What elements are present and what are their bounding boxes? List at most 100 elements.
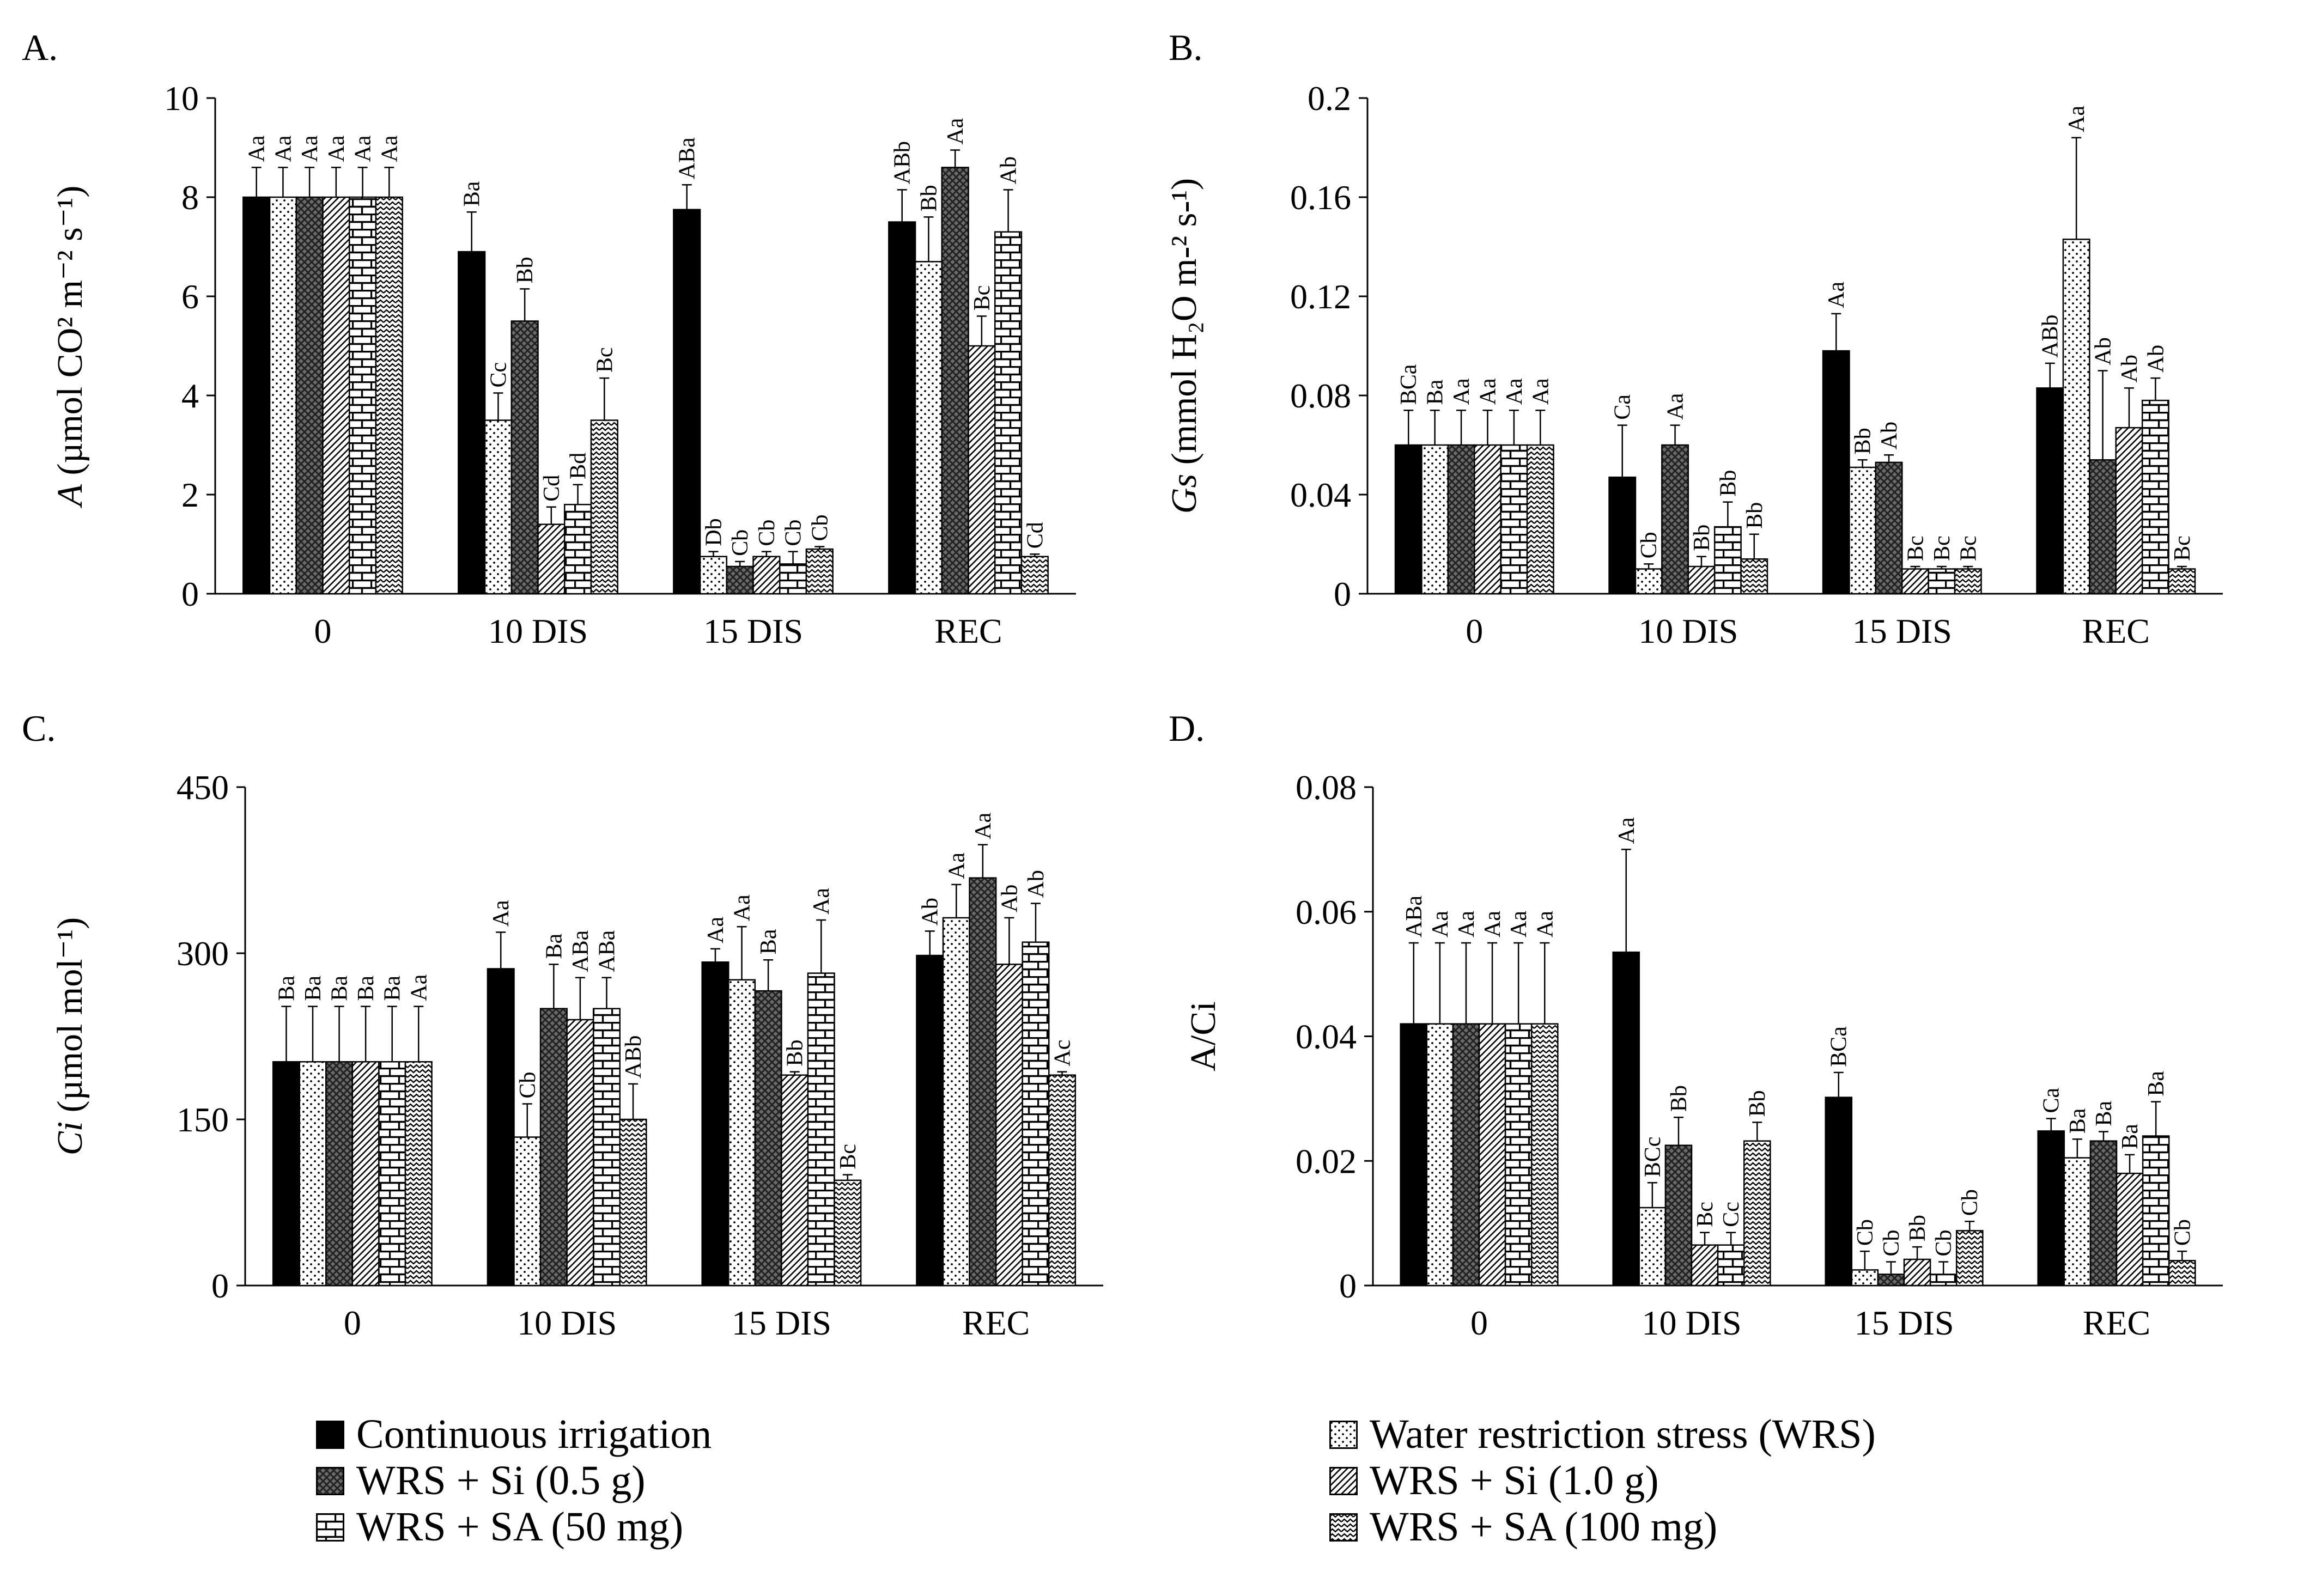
significance-label: Bc [1956, 535, 1981, 561]
x-category-label: REC [934, 612, 1002, 650]
significance-label: Aa [351, 135, 376, 162]
bar [1713, 526, 1742, 595]
significance-label: Db [701, 518, 726, 546]
bar [1394, 444, 1423, 595]
bar [1474, 444, 1502, 595]
bar [1022, 941, 1050, 1287]
significance-label: Cd [1023, 522, 1048, 549]
bar [2115, 427, 2143, 595]
bar [1447, 444, 1475, 595]
y-axis-label-text: (µmol mol⁻¹) [50, 917, 90, 1122]
bar [1426, 1023, 1454, 1287]
significance-label: Ba [327, 976, 352, 1001]
significance-label: Cb [1853, 1219, 1878, 1246]
bar [458, 251, 486, 595]
bar [1929, 1274, 1958, 1287]
bar [1500, 444, 1528, 595]
y-tick-label: 2 [181, 476, 199, 514]
bar [1452, 1023, 1480, 1287]
bar [701, 961, 730, 1287]
bar [1849, 466, 1877, 595]
bar [1687, 565, 1716, 595]
bar [995, 964, 1023, 1287]
bar [510, 320, 539, 595]
bar [779, 563, 807, 595]
significance-label: Ab [2143, 345, 2168, 373]
y-tick-label: 0.04 [1290, 476, 1351, 514]
bar [2116, 1172, 2144, 1287]
bar [563, 503, 592, 595]
significance-label: Aa [377, 135, 402, 162]
significance-label: Cb [515, 1072, 540, 1099]
bar [348, 196, 377, 595]
significance-label: Ba [2065, 1108, 2090, 1134]
significance-label: BCa [1827, 1026, 1852, 1067]
significance-label: Aa [809, 888, 834, 915]
significance-label: Aa [1449, 378, 1474, 405]
significance-label: Ab [997, 885, 1022, 912]
bar [1504, 1023, 1533, 1287]
bar [754, 990, 782, 1287]
significance-label: Ab [1024, 870, 1049, 898]
significance-label: Cb [1637, 532, 1662, 558]
panel-label: D. [1169, 708, 1205, 749]
significance-label: Cd [539, 475, 564, 502]
bar [752, 556, 781, 595]
significance-label: Aa [971, 812, 996, 839]
bar [1661, 444, 1689, 595]
x-category-label: 10 DIS [1642, 1303, 1741, 1342]
bar [941, 167, 969, 595]
bar [2036, 387, 2064, 595]
x-category-label: 15 DIS [1854, 1303, 1954, 1342]
significance-label: Ab [918, 898, 943, 925]
x-category-label: 0 [314, 612, 332, 650]
bar [1020, 556, 1049, 595]
bar [299, 1061, 327, 1287]
bar [1664, 1144, 1693, 1287]
y-axis-label: Gs (mmol H₂O m-² s-¹) [1164, 178, 1204, 514]
significance-label: Ca [2039, 1087, 2064, 1113]
y-tick-label: 0 [1334, 575, 1351, 613]
bar [1048, 1074, 1077, 1287]
y-tick-label: 0.02 [1296, 1142, 1357, 1180]
bar [781, 1074, 809, 1287]
bar [1825, 1097, 1853, 1287]
bar [1851, 1269, 1879, 1287]
bar [1478, 1023, 1506, 1287]
significance-label: Ca [1610, 394, 1636, 420]
significance-label: BCa [1396, 364, 1421, 405]
bar [619, 1118, 647, 1287]
significance-label: Cb [755, 520, 780, 546]
y-tick-label: 300 [177, 934, 229, 973]
significance-label: Ba [274, 976, 299, 1001]
significance-label: Aa [1506, 911, 1531, 937]
significance-label: Bc [970, 285, 995, 311]
significance-label: Aa [2064, 105, 2089, 132]
bar [351, 1061, 380, 1287]
bar [994, 231, 1023, 595]
bar [1608, 476, 1637, 595]
significance-label: Cb [1879, 1230, 1904, 1257]
bar [807, 972, 835, 1287]
significance-label: Bc [1693, 1202, 1718, 1227]
bar [272, 1061, 300, 1287]
y-tick-label: 10 [164, 79, 199, 118]
significance-label: Aa [943, 118, 968, 144]
significance-label: Bb [1689, 525, 1715, 551]
bar [295, 196, 324, 595]
bar [726, 565, 754, 595]
bar [1634, 568, 1663, 595]
significance-label: Aa [324, 135, 349, 162]
y-tick-label: 4 [181, 376, 199, 415]
x-category-label: 10 DIS [517, 1303, 617, 1342]
bar [2142, 1135, 2170, 1287]
y-axis-label-text: A/Ci [1183, 1001, 1223, 1071]
y-axis-label: Ci (µmol mol⁻¹) [50, 917, 90, 1155]
significance-label: Aa [1480, 911, 1505, 937]
chart-panel-2: B. 0 0.04 0.08 0.12 0.16 0.2 Gs (mmol H₂O m-² s… [1164, 27, 2223, 650]
significance-label: Aa [406, 974, 431, 1001]
bar [1901, 568, 1929, 595]
bar [378, 1061, 406, 1287]
